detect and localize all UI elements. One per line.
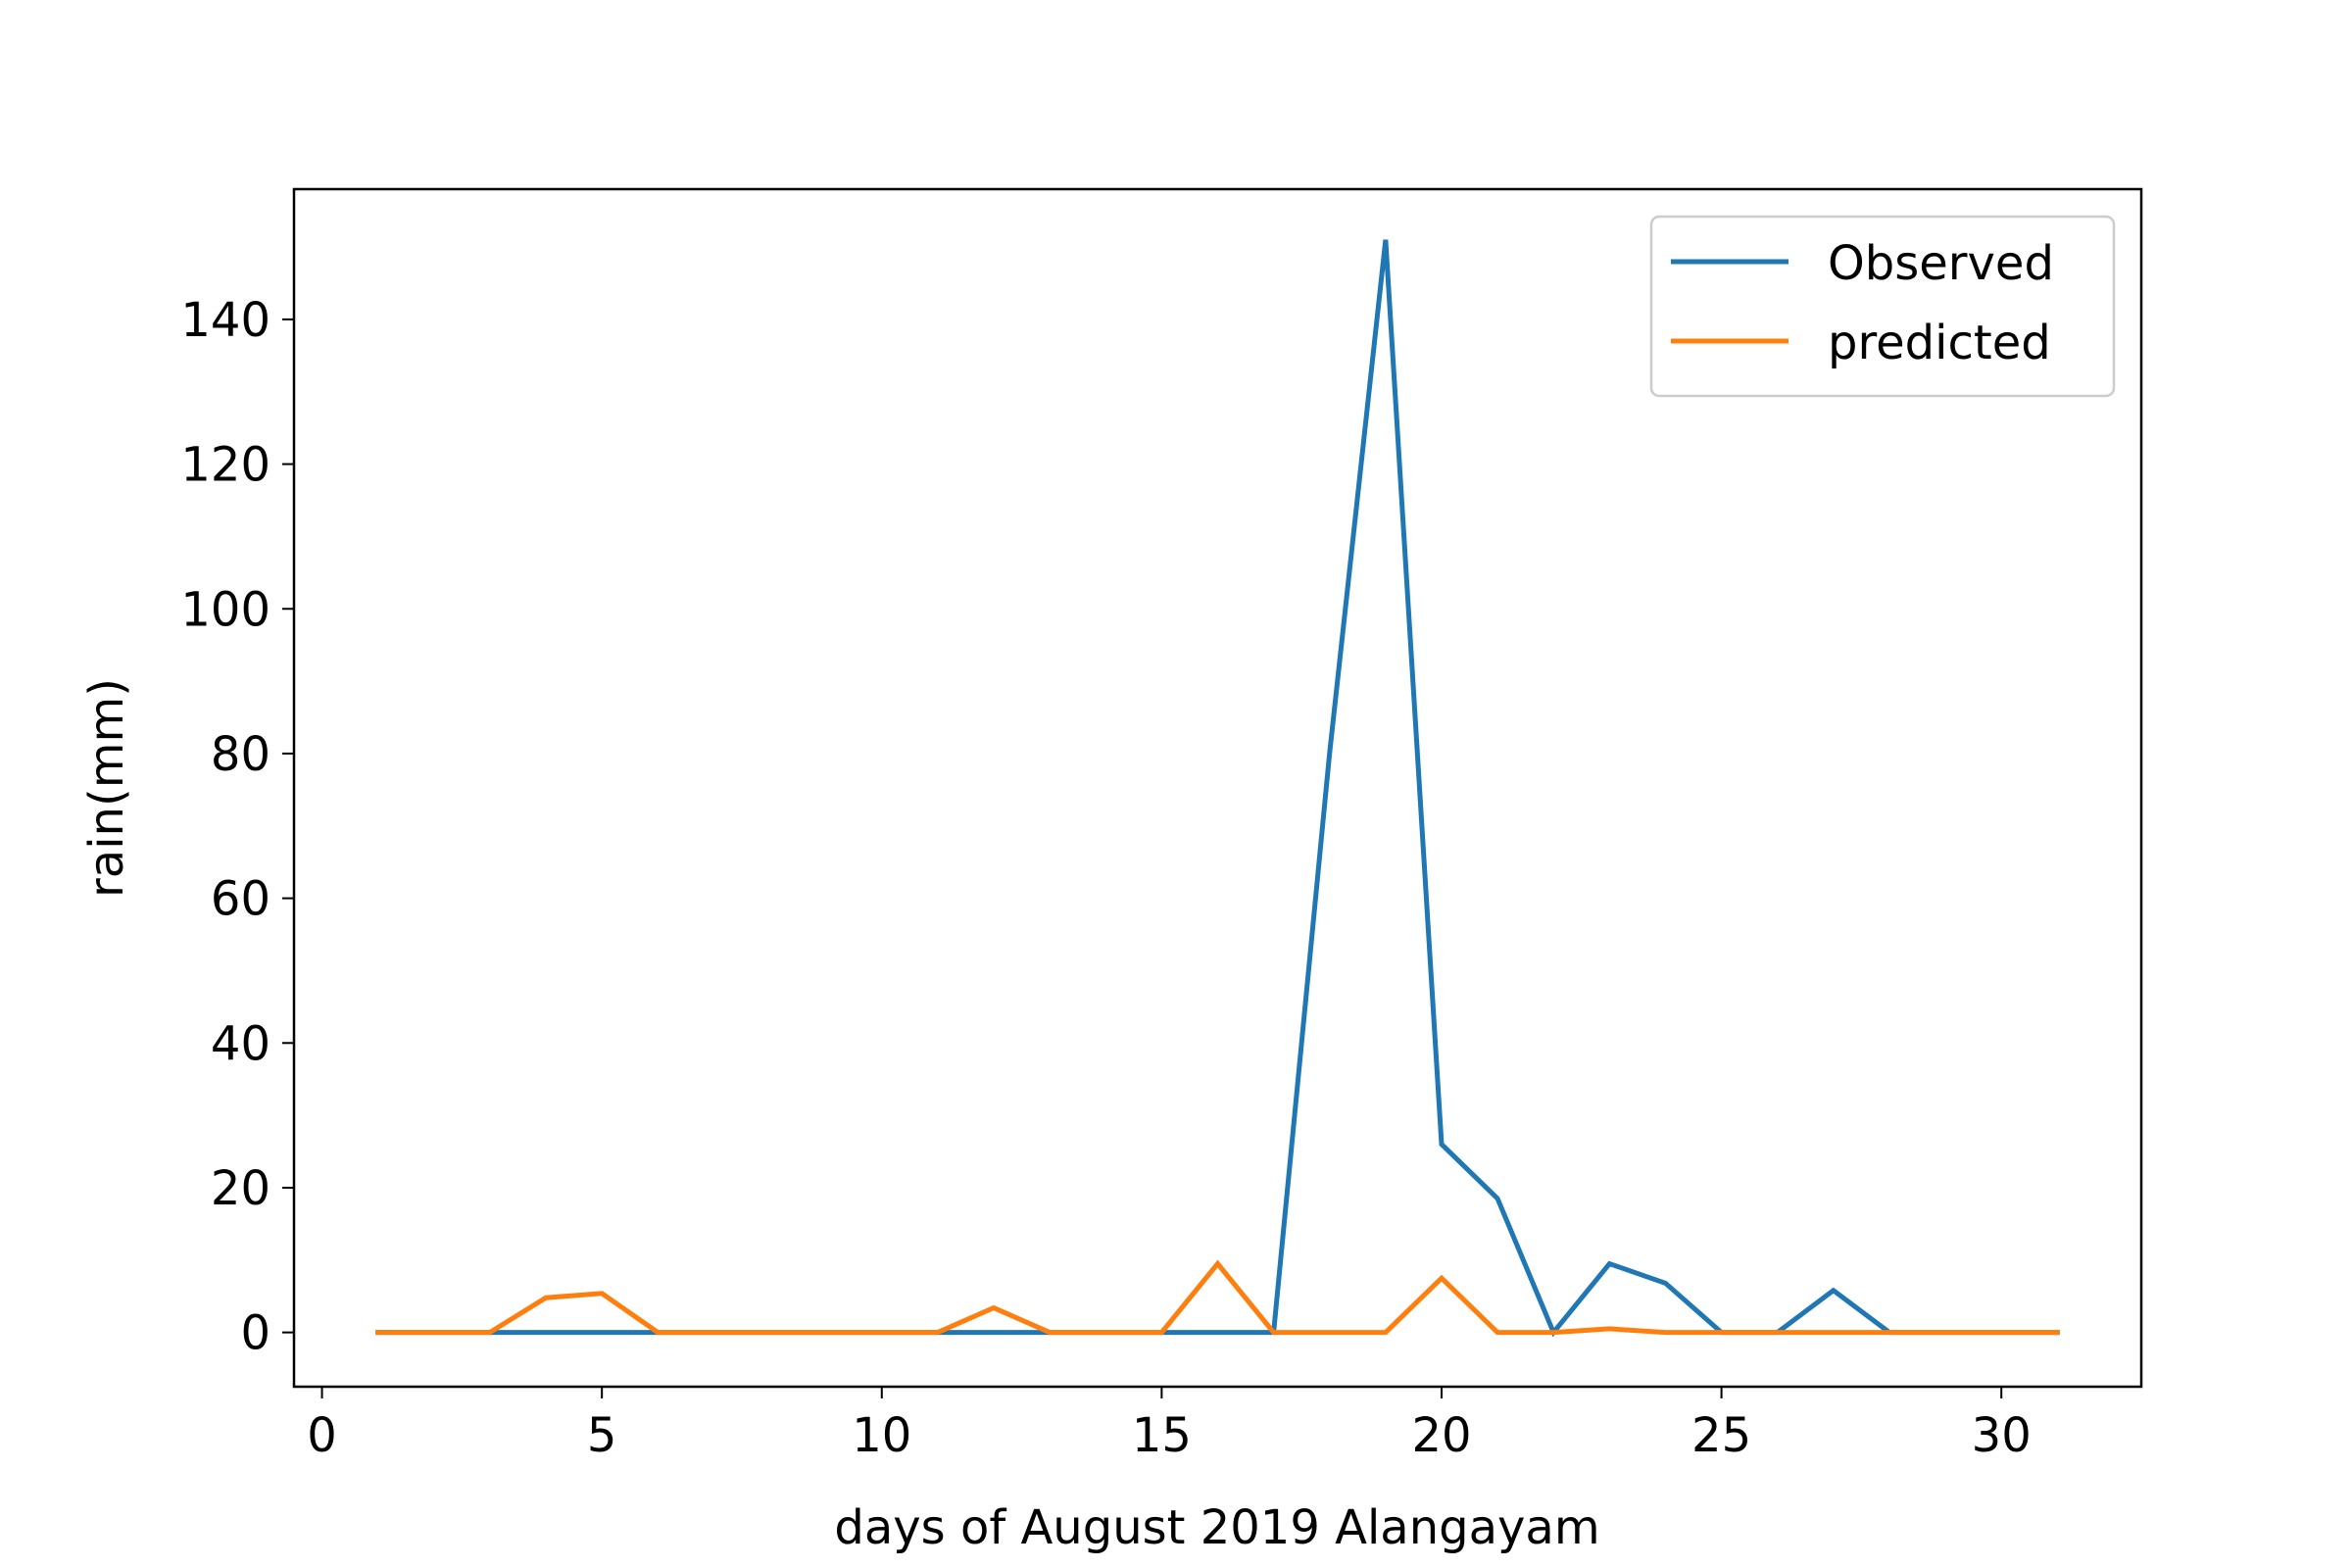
x-tick-label: 15: [1132, 1408, 1192, 1463]
x-tick-label: 25: [1691, 1408, 1751, 1463]
y-tick-label: 140: [180, 293, 270, 348]
y-tick-label: 40: [211, 1016, 270, 1071]
legend-label-predicted: predicted: [1828, 316, 2051, 370]
y-tick-label: 0: [240, 1306, 270, 1361]
y-tick-label: 20: [211, 1161, 270, 1216]
y-axis: 0 20 40 60 80 100 120 140: [180, 293, 294, 1361]
x-tick-label: 10: [852, 1408, 911, 1463]
legend: Observed predicted: [1649, 215, 2116, 398]
y-tick-label: 120: [180, 438, 270, 493]
y-axis-label: rain(mm): [79, 678, 134, 898]
legend-label-observed: Observed: [1828, 236, 2054, 291]
x-tick-label: 5: [587, 1408, 617, 1463]
x-axis: 0 5 10 15 20 25 30: [307, 1387, 2032, 1463]
y-tick-label: 80: [211, 727, 270, 782]
series-layer: [375, 239, 2060, 1338]
series-line-predicted: [375, 1259, 2060, 1336]
x-tick-label: 20: [1411, 1408, 1471, 1463]
plot-frame: [292, 187, 2143, 1389]
x-tick-label: 0: [307, 1408, 337, 1463]
x-axis-label: days of August 2019 Alangayam: [834, 1500, 1599, 1555]
y-tick-label: 60: [211, 872, 270, 927]
x-tick-label: 30: [1972, 1408, 2032, 1463]
y-tick-label: 100: [180, 582, 270, 637]
